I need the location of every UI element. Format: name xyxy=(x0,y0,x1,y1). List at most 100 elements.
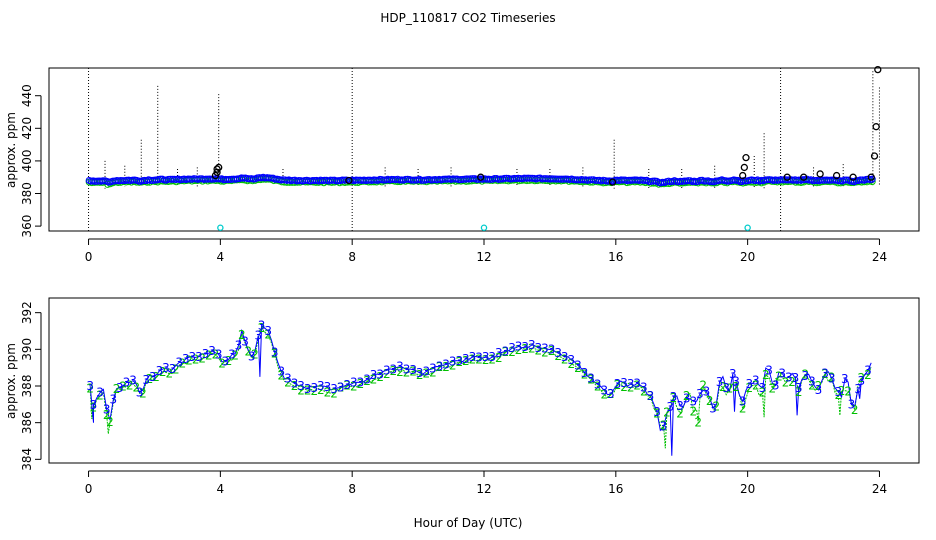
series-2-marker: 2 xyxy=(159,365,167,379)
series-3-marker: 3 xyxy=(541,342,549,356)
series-3-marker: 3 xyxy=(801,369,809,383)
series-2-marker: 2 xyxy=(614,378,622,392)
series-2-marker: 2 xyxy=(581,368,589,382)
series-3-marker: 3 xyxy=(502,344,510,358)
series-2-marker: 2 xyxy=(620,380,628,394)
series-3-marker: 3 xyxy=(703,384,711,398)
series-2-marker: 2 xyxy=(146,372,154,386)
outlier-point xyxy=(816,170,824,178)
series-3-marker: 3 xyxy=(752,373,760,387)
series-2-marker: 2 xyxy=(521,342,529,356)
outlier-point xyxy=(215,163,223,172)
series-3-marker: 3 xyxy=(350,376,358,390)
series-2-marker: 2 xyxy=(133,381,141,395)
series-3-marker: 3 xyxy=(647,389,655,403)
series-2-marker: 2 xyxy=(815,379,823,393)
series-2-marker: 2 xyxy=(284,375,292,389)
series-2-marker: 2 xyxy=(600,388,608,402)
series-2-marker: 2 xyxy=(258,321,266,335)
series-3-marker: 3 xyxy=(357,375,365,389)
series-3-marker: 3 xyxy=(854,382,862,396)
series-3-marker: 3 xyxy=(607,387,615,401)
series-2-marker: 2 xyxy=(663,405,671,419)
series-2-marker: 2 xyxy=(482,353,490,367)
series-2-marker: 2 xyxy=(390,364,398,378)
series-2-marker: 2 xyxy=(739,402,747,416)
series-2-marker: 2 xyxy=(769,381,777,395)
series-3-marker: 3 xyxy=(416,366,424,380)
series-3-marker: 3 xyxy=(521,340,529,354)
series-3-marker: 3 xyxy=(156,364,164,378)
series-3-marker: 3 xyxy=(561,350,569,364)
series-3-marker: 3 xyxy=(772,379,780,393)
series-2-marker: 2 xyxy=(828,370,836,384)
series-2-marker: 2 xyxy=(324,385,332,399)
series-3-marker: 3 xyxy=(129,374,137,388)
top-x-tick-label: 8 xyxy=(348,250,356,264)
series-2-marker: 2 xyxy=(660,418,668,432)
series-3-marker: 3 xyxy=(709,401,717,415)
series-2-marker: 2 xyxy=(383,367,391,381)
series-2-marker: 2 xyxy=(851,403,859,417)
series-2-point xyxy=(164,178,172,186)
bottom-x-tick-label: 16 xyxy=(608,482,623,496)
bottom-plot-frame xyxy=(48,297,920,464)
series-2-marker: 2 xyxy=(185,353,193,367)
series-3-marker: 3 xyxy=(317,379,325,393)
series-2-marker: 2 xyxy=(508,345,516,359)
series-2-marker: 2 xyxy=(449,358,457,372)
series-2-marker: 2 xyxy=(172,363,180,377)
series-3-marker: 3 xyxy=(828,371,836,385)
series-2-marker: 2 xyxy=(205,348,213,362)
series-2-marker: 2 xyxy=(455,355,463,369)
series-3-marker: 3 xyxy=(815,383,823,397)
series-3-marker: 3 xyxy=(574,358,582,372)
series-3-marker: 3 xyxy=(429,362,437,376)
series-2-marker: 2 xyxy=(554,349,562,363)
series-3-marker: 3 xyxy=(149,370,157,384)
series-2-marker: 2 xyxy=(90,400,98,414)
series-2-marker: 2 xyxy=(788,375,796,389)
series-3-marker: 3 xyxy=(423,364,431,378)
series-2-marker: 2 xyxy=(706,394,714,408)
series-3-marker: 3 xyxy=(864,364,872,378)
outlier-point xyxy=(213,165,221,173)
series-3-marker: 3 xyxy=(221,355,229,369)
top-y-tick-label: 380 xyxy=(20,182,34,205)
series-3-marker: 3 xyxy=(202,347,210,361)
series-3-marker: 3 xyxy=(739,394,747,408)
series-3-marker: 3 xyxy=(116,381,124,395)
series-2-marker: 2 xyxy=(271,347,279,361)
series-2-marker: 2 xyxy=(699,379,707,393)
series-3-marker: 3 xyxy=(515,339,523,353)
series-3-marker: 3 xyxy=(676,399,684,413)
bottom-y-tick-label: 390 xyxy=(20,338,34,361)
series-3-marker: 3 xyxy=(792,371,800,385)
series-2-marker: 2 xyxy=(192,353,200,367)
bottom-y-tick-label: 392 xyxy=(20,301,34,324)
series-3-marker: 3 xyxy=(528,338,536,352)
series-2-marker: 2 xyxy=(808,378,816,392)
series-3-marker: 3 xyxy=(841,372,849,386)
series-2-marker: 2 xyxy=(106,415,114,429)
series-2-marker: 2 xyxy=(821,367,829,381)
series-3-marker: 3 xyxy=(581,366,589,380)
series-2-marker: 2 xyxy=(838,384,846,398)
series-3-marker: 3 xyxy=(633,376,641,390)
series-2-marker: 2 xyxy=(198,351,206,365)
series-2-marker: 2 xyxy=(86,381,94,395)
bottom-x-tick-label: 0 xyxy=(85,482,93,496)
series-2-marker: 2 xyxy=(278,369,286,383)
series-2-marker: 2 xyxy=(330,386,338,400)
series-3-marker: 3 xyxy=(123,376,131,390)
series-2-marker: 2 xyxy=(113,382,121,396)
series-2-marker: 2 xyxy=(376,370,384,384)
series-2-marker: 2 xyxy=(126,378,134,392)
series-3-marker: 3 xyxy=(442,358,450,372)
series-3-marker: 3 xyxy=(189,350,197,364)
series-3-marker: 3 xyxy=(291,376,299,390)
series-3-marker: 3 xyxy=(795,381,803,395)
series-2-marker: 2 xyxy=(633,378,641,392)
series-3-marker: 3 xyxy=(169,362,177,376)
series-2-marker: 2 xyxy=(103,408,111,422)
